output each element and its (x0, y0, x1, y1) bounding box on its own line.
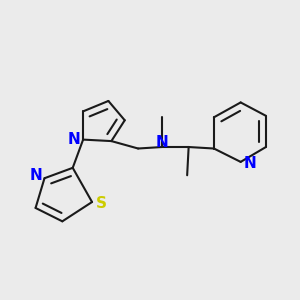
Text: N: N (155, 135, 168, 150)
Text: S: S (95, 196, 106, 211)
Text: N: N (29, 168, 42, 183)
Text: N: N (68, 132, 81, 147)
Text: N: N (243, 156, 256, 171)
